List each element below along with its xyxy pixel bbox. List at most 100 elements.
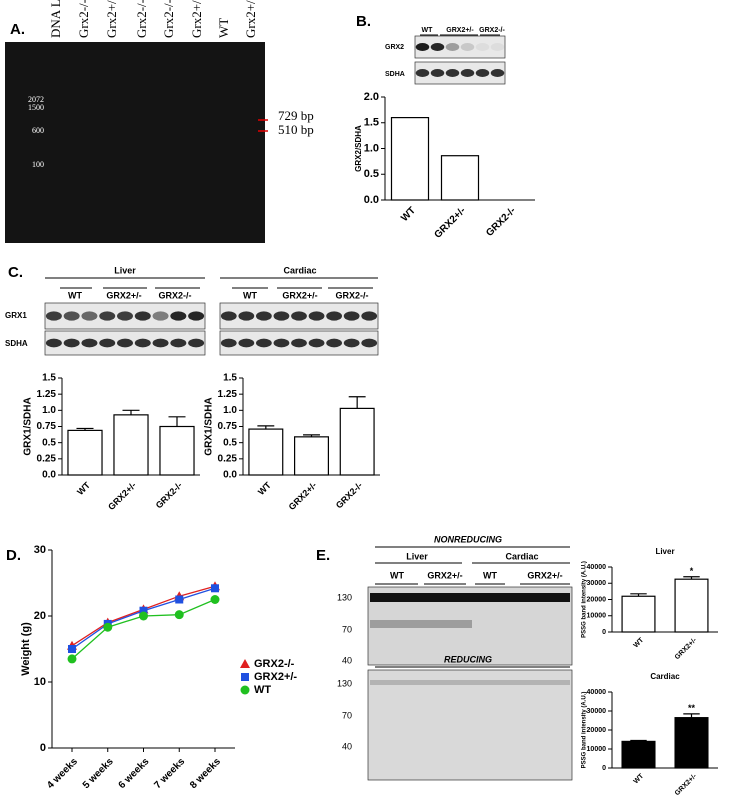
lane-label: Grx2+/- xyxy=(243,0,258,38)
error-bar xyxy=(630,739,647,742)
error-bar xyxy=(257,425,275,430)
ladder-label: 1500 xyxy=(28,103,44,112)
blot-band xyxy=(63,338,80,348)
y-axis-label: GRX2/SDHA xyxy=(354,125,363,172)
x-tick-label: WT xyxy=(75,480,92,497)
row-label: GRX2 xyxy=(385,44,404,51)
bar xyxy=(621,740,656,769)
blot-band xyxy=(291,338,307,348)
band-label: 510 bp xyxy=(278,122,314,137)
error-bar xyxy=(76,427,94,431)
y-tick-label: 0.75 xyxy=(37,421,57,432)
blot-band xyxy=(370,593,570,602)
chart-title: Cardiac xyxy=(650,672,680,681)
point xyxy=(240,685,250,695)
y-tick-label: 1.25 xyxy=(37,389,57,400)
marker-label: 70 xyxy=(342,710,352,720)
blot-band xyxy=(134,338,151,348)
blot-band xyxy=(99,338,116,348)
blot-band xyxy=(460,69,475,77)
blot-band xyxy=(308,338,325,348)
x-tick-label: GRX2+/- xyxy=(674,772,699,797)
blot-band xyxy=(117,311,133,321)
blot-band xyxy=(361,311,378,321)
blot-band xyxy=(152,338,169,348)
bar xyxy=(159,425,195,476)
decoration xyxy=(44,34,573,781)
legend-item: WT xyxy=(240,684,271,696)
group-label: GRX2-/- xyxy=(158,290,191,300)
condition-label: NONREDUCING xyxy=(434,534,502,544)
blot-band xyxy=(188,338,205,348)
y-tick-label: 0.0 xyxy=(223,470,237,481)
bar xyxy=(390,116,430,201)
ladder-label: 100 xyxy=(32,160,44,169)
marker-label: 70 xyxy=(342,624,352,634)
x-tick-label: 5 weeks xyxy=(81,756,116,791)
chart-title: Liver xyxy=(655,547,674,556)
bar xyxy=(113,414,149,476)
y-axis-label: GRX1/SDHA xyxy=(23,397,34,455)
blot-band xyxy=(81,311,98,321)
point xyxy=(103,622,113,632)
blot-band xyxy=(343,338,360,348)
blot-band xyxy=(308,311,325,321)
y-tick-label: 0.0 xyxy=(364,194,379,206)
x-tick-label: 4 weeks xyxy=(45,756,80,791)
blot-band xyxy=(45,338,62,348)
lane-label: Grx2+/- xyxy=(104,0,119,38)
significance: * xyxy=(690,566,694,576)
blot-band xyxy=(220,311,237,321)
group-label: WT xyxy=(243,290,257,300)
panel-label: A. xyxy=(10,21,25,38)
point xyxy=(241,673,249,681)
legend-item: GRX2-/- xyxy=(240,658,295,670)
panel-label: C. xyxy=(8,264,23,281)
y-axis-label: PSSG band intensity (A.U.) xyxy=(582,692,588,769)
x-tick-label: WT xyxy=(256,480,273,497)
y-tick-label: 0 xyxy=(602,629,606,636)
blot-band xyxy=(445,43,460,51)
blot-band xyxy=(475,43,490,51)
y-tick-label: 30 xyxy=(34,544,46,556)
tissue-label: Liver xyxy=(406,551,428,561)
point xyxy=(139,606,148,615)
blot-band xyxy=(343,311,360,321)
error-bar xyxy=(122,409,140,415)
blot-band xyxy=(81,338,98,348)
y-tick-label: 0.0 xyxy=(42,470,56,481)
y-tick-label: 2.0 xyxy=(364,91,379,103)
band-label: 729 bp xyxy=(278,108,314,123)
y-tick-label: 0.25 xyxy=(218,453,238,464)
blot-band xyxy=(170,338,187,348)
x-tick-label: GRX2-/- xyxy=(334,480,364,510)
lane-label: GRX2-/- xyxy=(479,27,505,34)
y-tick-label: 10000 xyxy=(587,746,607,753)
error-bar xyxy=(348,396,366,409)
group-label: GRX2+/- xyxy=(106,290,141,300)
group-label: GRX2+/- xyxy=(527,570,562,580)
x-tick-label: WT xyxy=(399,205,418,224)
lane-label: Grx2-/- xyxy=(134,0,149,38)
blot-band xyxy=(370,620,472,628)
blot-band xyxy=(475,69,490,77)
blot-band xyxy=(490,69,505,77)
x-tick-label: GRX2+/- xyxy=(433,205,468,240)
y-axis-label: GRX1/SDHA xyxy=(204,397,215,455)
bar xyxy=(248,428,284,476)
bar xyxy=(339,407,375,476)
blot-band xyxy=(238,311,255,321)
y-tick-label: 20 xyxy=(34,610,46,622)
bar xyxy=(440,155,480,201)
point xyxy=(211,584,219,593)
blot xyxy=(414,61,506,85)
x-tick-label: GRX2+/- xyxy=(287,480,319,512)
error-bar xyxy=(630,593,647,597)
gel xyxy=(5,42,265,243)
point xyxy=(174,610,184,620)
y-tick-label: 1.5 xyxy=(223,373,237,384)
blot-band xyxy=(238,338,255,348)
legend-label: GRX2+/- xyxy=(254,671,297,683)
bar xyxy=(674,578,709,633)
x-tick-label: GRX2+/- xyxy=(674,636,699,661)
